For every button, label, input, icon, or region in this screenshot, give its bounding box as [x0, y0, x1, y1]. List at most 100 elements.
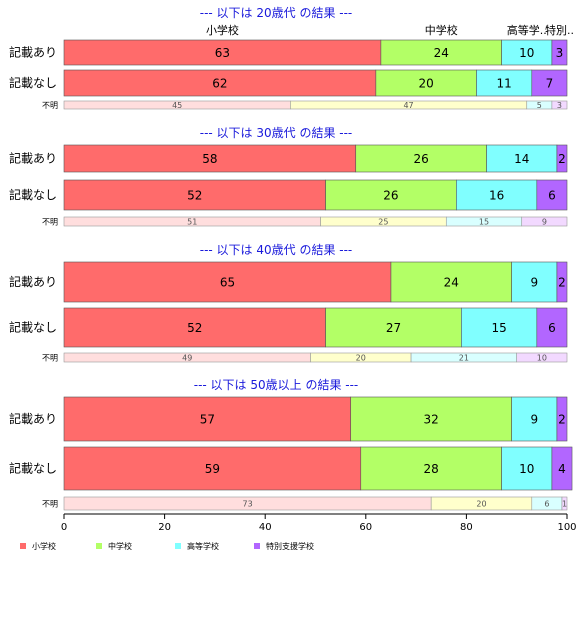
- data-label: 16: [489, 189, 504, 203]
- data-label: 59: [205, 462, 220, 476]
- top-category-label: 中学校: [425, 23, 458, 37]
- panel-title: --- 以下は 40歳代 の結果 ---: [200, 243, 353, 257]
- data-label: 1: [562, 500, 567, 509]
- data-label: 6: [548, 189, 556, 203]
- data-label: 5: [537, 101, 542, 110]
- data-label: 24: [444, 276, 459, 290]
- data-label: 58: [202, 152, 217, 166]
- top-category-label: 小学校: [206, 23, 239, 37]
- row-label: 記載なし: [9, 461, 57, 476]
- bar-segment: [556, 144, 568, 173]
- bar-segment: [556, 396, 568, 442]
- data-label: 63: [215, 46, 230, 60]
- row-label: 不明: [42, 101, 58, 110]
- row-label: 記載あり: [9, 151, 57, 166]
- bar-segment: [380, 39, 502, 66]
- data-label: 47: [403, 101, 413, 110]
- x-tick-label: 60: [359, 522, 372, 533]
- x-tick-label: 100: [557, 522, 576, 533]
- bar-segment: [63, 446, 362, 491]
- data-label: 15: [491, 321, 506, 335]
- data-label: 73: [243, 500, 253, 509]
- data-label: 27: [386, 321, 401, 335]
- bar-segment: [516, 352, 568, 363]
- data-label: 9: [542, 218, 547, 227]
- data-label: 2: [558, 413, 566, 427]
- x-tick-label: 80: [460, 522, 473, 533]
- legend-swatch: [254, 543, 260, 549]
- data-label: 2: [558, 276, 566, 290]
- bar-segment: [536, 179, 568, 211]
- bar-segment: [390, 261, 512, 303]
- bar-segment: [375, 69, 477, 97]
- data-label: 20: [419, 77, 434, 91]
- bar-segment: [63, 39, 382, 66]
- data-label: 10: [519, 46, 534, 60]
- data-label: 62: [212, 77, 227, 91]
- bar-segment: [63, 261, 392, 303]
- x-tick-label: 20: [158, 522, 171, 533]
- bar-segment: [551, 446, 573, 491]
- data-label: 26: [413, 152, 428, 166]
- data-label: 6: [544, 500, 549, 509]
- bar-segment: [325, 179, 457, 211]
- data-label: 65: [220, 276, 235, 290]
- bar-segment: [511, 261, 558, 303]
- bar-segment: [461, 307, 538, 348]
- legend-label: 高等学校: [187, 541, 219, 551]
- top-category-label: 高等学..: [507, 23, 547, 37]
- row-label: 記載あり: [9, 274, 57, 289]
- data-label: 25: [378, 218, 388, 227]
- legend-swatch: [96, 543, 102, 549]
- legend-swatch: [20, 543, 26, 549]
- data-label: 57: [200, 413, 215, 427]
- top-category-label: 特別..: [545, 23, 574, 37]
- data-label: 51: [187, 218, 197, 227]
- bar-segment: [551, 100, 568, 110]
- data-label: 32: [424, 413, 439, 427]
- bar-segment: [63, 144, 357, 173]
- data-label: 45: [172, 101, 182, 110]
- data-label: 24: [434, 46, 449, 60]
- data-label: 21: [459, 354, 469, 363]
- data-label: 6: [548, 321, 556, 335]
- data-label: 15: [479, 218, 489, 227]
- data-label: 3: [556, 46, 564, 60]
- data-label: 49: [182, 354, 192, 363]
- bar-segment: [63, 307, 326, 348]
- bar-segment: [531, 69, 568, 97]
- bar-segment: [350, 396, 512, 442]
- legend-label: 中学校: [108, 541, 132, 551]
- bar-segment: [501, 39, 553, 66]
- row-label: 記載なし: [9, 75, 57, 90]
- bar-segment: [521, 216, 568, 227]
- bar-segment: [63, 396, 352, 442]
- panel-title: --- 以下は 20歳代 の結果 ---: [200, 6, 353, 20]
- bar-segment: [536, 307, 568, 348]
- bar-segment: [360, 446, 502, 491]
- row-label: 不明: [42, 218, 58, 227]
- data-label: 20: [356, 354, 366, 363]
- data-label: 2: [558, 152, 566, 166]
- data-label: 20: [476, 500, 486, 509]
- bar-segment: [355, 144, 487, 173]
- legend-label: 小学校: [32, 541, 56, 551]
- bar-segment: [486, 144, 558, 173]
- row-label: 記載あり: [9, 45, 57, 60]
- data-label: 7: [546, 77, 554, 91]
- data-label: 9: [530, 276, 538, 290]
- bar-segment: [325, 307, 462, 348]
- legend-label: 特別支援学校: [266, 541, 314, 551]
- row-label: 記載あり: [9, 411, 57, 426]
- row-label: 不明: [42, 354, 58, 363]
- bar-segment: [501, 446, 553, 491]
- bar-segment: [556, 261, 568, 303]
- x-tick-label: 40: [259, 522, 272, 533]
- panel-title: --- 以下は 50歳以上 の結果 ---: [194, 378, 359, 392]
- bar-segment: [63, 179, 326, 211]
- row-label: 不明: [42, 500, 58, 509]
- data-label: 3: [557, 101, 562, 110]
- data-label: 11: [496, 77, 511, 91]
- data-label: 26: [383, 189, 398, 203]
- bar-segment: [511, 396, 558, 442]
